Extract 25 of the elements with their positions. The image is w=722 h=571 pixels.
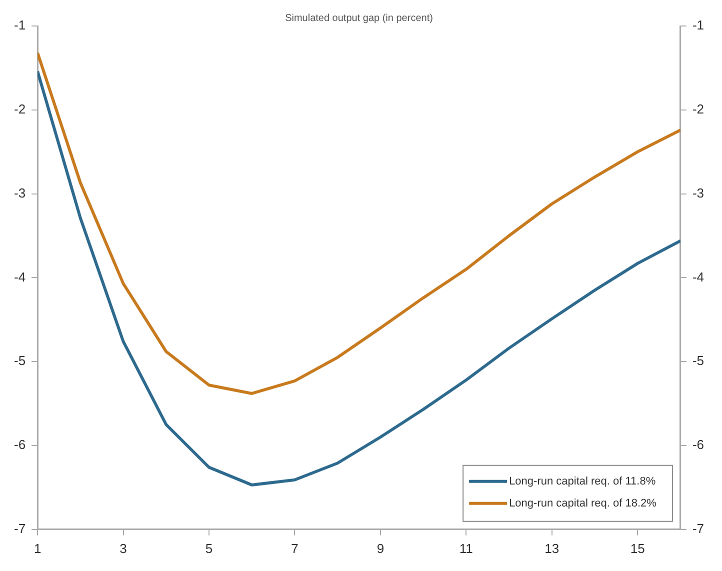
y-tick-label: -4	[14, 269, 26, 284]
legend-label: Long-run capital req. of 18.2%	[509, 497, 657, 510]
chart-title: Simulated output gap (in percent)	[285, 12, 433, 24]
y-tick-label: -5	[14, 353, 26, 368]
y2-tick-label: -5	[692, 353, 704, 368]
x-tick-label: 13	[544, 540, 560, 556]
x-tick-label: 3	[120, 540, 127, 556]
x-tick-label: 5	[205, 540, 213, 556]
y-tick-label: -2	[14, 101, 26, 116]
y-tick-label: -7	[14, 520, 26, 536]
x-tick-label: 7	[291, 540, 298, 556]
y2-tick-label: -7	[692, 520, 704, 536]
legend-label: Long-run capital req. of 11.8%	[509, 475, 656, 488]
y2-tick-label: -6	[692, 437, 704, 452]
y2-tick-label: -1	[692, 18, 704, 33]
y-tick-label: -3	[14, 185, 26, 200]
y2-tick-label: -4	[692, 269, 704, 284]
x-tick-label: 11	[459, 540, 473, 556]
y2-tick-label: -3	[692, 185, 704, 200]
y2-tick-label: -2	[692, 101, 704, 116]
x-tick-label: 1	[34, 540, 42, 556]
y-tick-label: -1	[14, 18, 26, 33]
x-tick-label: 9	[376, 540, 384, 556]
y-tick-label: -6	[14, 437, 26, 452]
x-tick-label: 15	[630, 540, 645, 556]
